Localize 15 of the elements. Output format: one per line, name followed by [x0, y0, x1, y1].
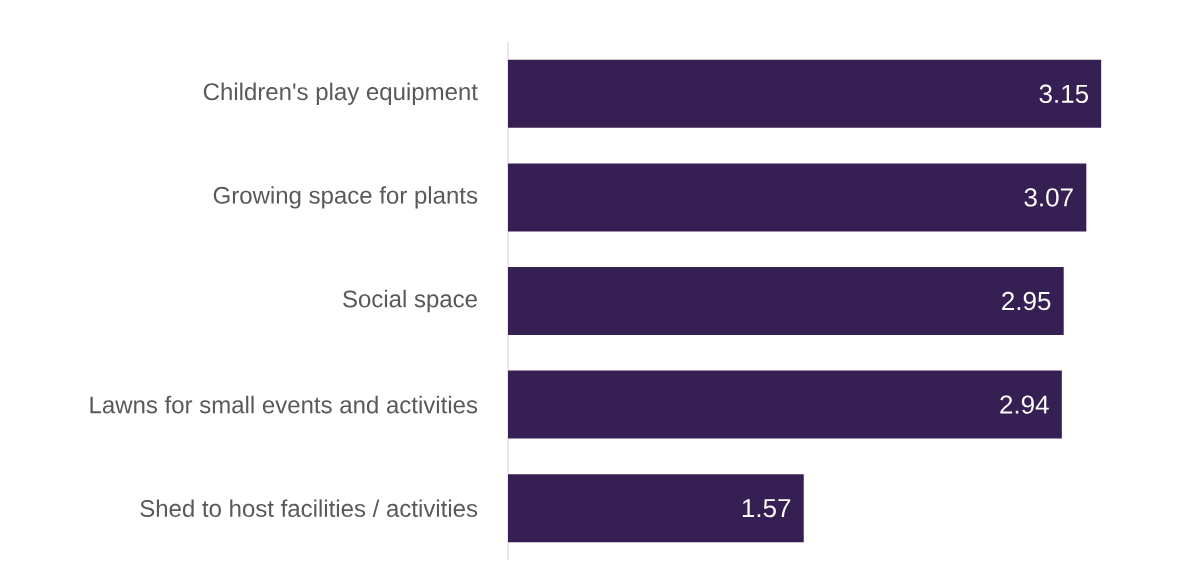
- y-tick-label: Social space: [343, 289, 477, 313]
- y-tick-label: Growing space for plants: [213, 186, 478, 209]
- bar: [508, 59, 1102, 128]
- y-tick-label: Lawns for small events and activities: [90, 395, 478, 414]
- bar: [508, 370, 1062, 439]
- bar: [508, 474, 804, 543]
- y-tick-label: Children's play equipment: [203, 82, 478, 105]
- data-label: 2.95: [1002, 291, 1051, 311]
- data-label: 1.57: [742, 499, 791, 518]
- data-label: 3.07: [1024, 188, 1073, 207]
- data-label: 3.15: [1039, 84, 1089, 104]
- data-label: 2.94: [1000, 395, 1049, 414]
- y-tick-label: Shed to host facilities / activities: [140, 499, 478, 518]
- bar: [508, 267, 1064, 335]
- bar: [508, 163, 1087, 232]
